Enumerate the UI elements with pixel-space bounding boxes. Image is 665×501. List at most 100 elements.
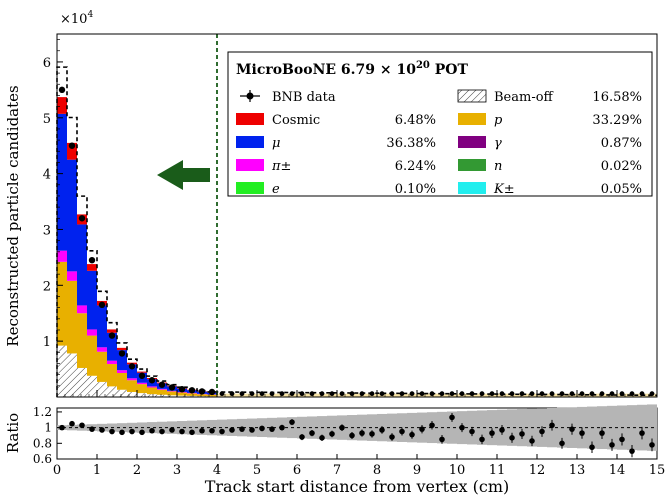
ratio-point-12 (179, 429, 185, 435)
ratio-point-22 (279, 425, 285, 431)
bar-p-4 (97, 352, 107, 382)
data-point-tail (320, 391, 325, 396)
x-tick-label: 7 (333, 463, 341, 478)
ratio-point-28 (339, 425, 345, 431)
ratio-point-55 (609, 442, 615, 448)
bar-p-8 (137, 384, 147, 393)
y-multiplier: ×104 (60, 10, 93, 27)
ratio-point-41 (469, 429, 475, 435)
bar--7 (127, 378, 137, 380)
ratio-point-57 (629, 448, 635, 454)
ratio-point-43 (489, 430, 495, 436)
data-point-tail (590, 391, 595, 396)
ratio-point-51 (569, 426, 575, 432)
legend-label: BNB data (272, 90, 336, 105)
ratio-point-44 (499, 427, 505, 433)
ratio-point-3 (89, 426, 95, 432)
x-tick-label: 8 (373, 463, 381, 478)
ratio-point-50 (559, 441, 565, 447)
ratio-point-34 (399, 429, 405, 435)
data-point-tail (220, 391, 225, 396)
bar-p-6 (117, 373, 127, 390)
bar--6 (117, 370, 127, 373)
ratio-point-32 (379, 427, 385, 433)
data-point-tail (380, 391, 385, 396)
bar-cosmic-8 (137, 372, 147, 373)
bar--1 (67, 160, 77, 272)
legend-swatch (236, 136, 264, 148)
data-point-tail (290, 391, 295, 396)
bar--3 (87, 271, 97, 330)
ratio-point-4 (99, 427, 105, 433)
data-point-tail (410, 391, 415, 396)
ratio-point-10 (159, 429, 165, 435)
bar--1 (67, 271, 77, 280)
arrow-icon (157, 160, 210, 190)
bar--2 (77, 305, 87, 313)
data-point-tail (510, 391, 515, 396)
data-point-tail (250, 391, 255, 396)
bar--10 (157, 389, 167, 390)
bar-p-10 (157, 390, 167, 395)
data-point-tail (390, 391, 395, 396)
legend-label: γ (494, 136, 502, 151)
bar--0 (57, 114, 67, 251)
ratio-point-53 (589, 444, 595, 450)
bar-p-11 (167, 391, 177, 395)
x-tick-label: 14 (609, 463, 626, 478)
legend-swatch (236, 113, 264, 125)
ratio-point-2 (79, 422, 85, 428)
bar--4 (97, 347, 107, 351)
legend-pct: 0.02% (601, 159, 642, 174)
ratio-point-38 (439, 437, 445, 443)
bar-cosmic-5 (107, 329, 117, 332)
ratio-point-21 (269, 426, 275, 432)
data-point-tail (430, 391, 435, 396)
bar--3 (87, 329, 97, 335)
ratio-point-33 (389, 434, 395, 440)
y-tick-label: 2 (43, 279, 51, 294)
ratio-point-59 (649, 442, 655, 448)
bar--11 (167, 391, 177, 392)
data-point-14 (199, 388, 205, 394)
ratio-point-16 (219, 429, 225, 435)
legend-swatch (458, 159, 486, 171)
legend-pct: 6.24% (395, 159, 436, 174)
data-point-9 (149, 377, 155, 383)
data-point-tail (340, 391, 345, 396)
legend-swatch (236, 159, 264, 171)
legend-label: p (494, 113, 503, 128)
ratio-point-36 (419, 426, 425, 432)
x-tick-label: 6 (293, 463, 301, 478)
legend-pct: 0.87% (601, 136, 642, 151)
y-tick-label: 3 (43, 223, 51, 238)
y-tick-label: 6 (43, 56, 51, 71)
bar-beamoff-5 (107, 386, 117, 397)
ratio-point-35 (409, 432, 415, 438)
ratio-y-tick-label: 0.6 (33, 452, 52, 466)
ratio-point-29 (349, 433, 355, 439)
data-point-tail (580, 391, 585, 396)
bar--4 (97, 305, 107, 347)
ratio-point-6 (119, 430, 125, 436)
data-point-tail (470, 391, 475, 396)
bar-p-7 (127, 380, 137, 392)
ratio-point-39 (449, 415, 455, 421)
data-point-tail (300, 391, 305, 396)
bar--0 (57, 251, 67, 262)
data-point-1 (69, 142, 75, 148)
ratio-point-46 (519, 431, 525, 437)
data-point-8 (139, 373, 145, 379)
x-tick-label: 9 (413, 463, 421, 478)
ratio-point-40 (459, 425, 465, 431)
legend-data-marker (247, 93, 254, 100)
ratio-point-9 (149, 428, 155, 434)
x-tick-label: 4 (213, 463, 221, 478)
data-point-tail (330, 391, 335, 396)
x-tick-label: 11 (489, 463, 506, 478)
data-point-tail (630, 391, 635, 396)
legend-label: Beam-off (494, 90, 555, 105)
data-point-7 (129, 363, 135, 369)
y-tick-label: 5 (43, 112, 51, 127)
